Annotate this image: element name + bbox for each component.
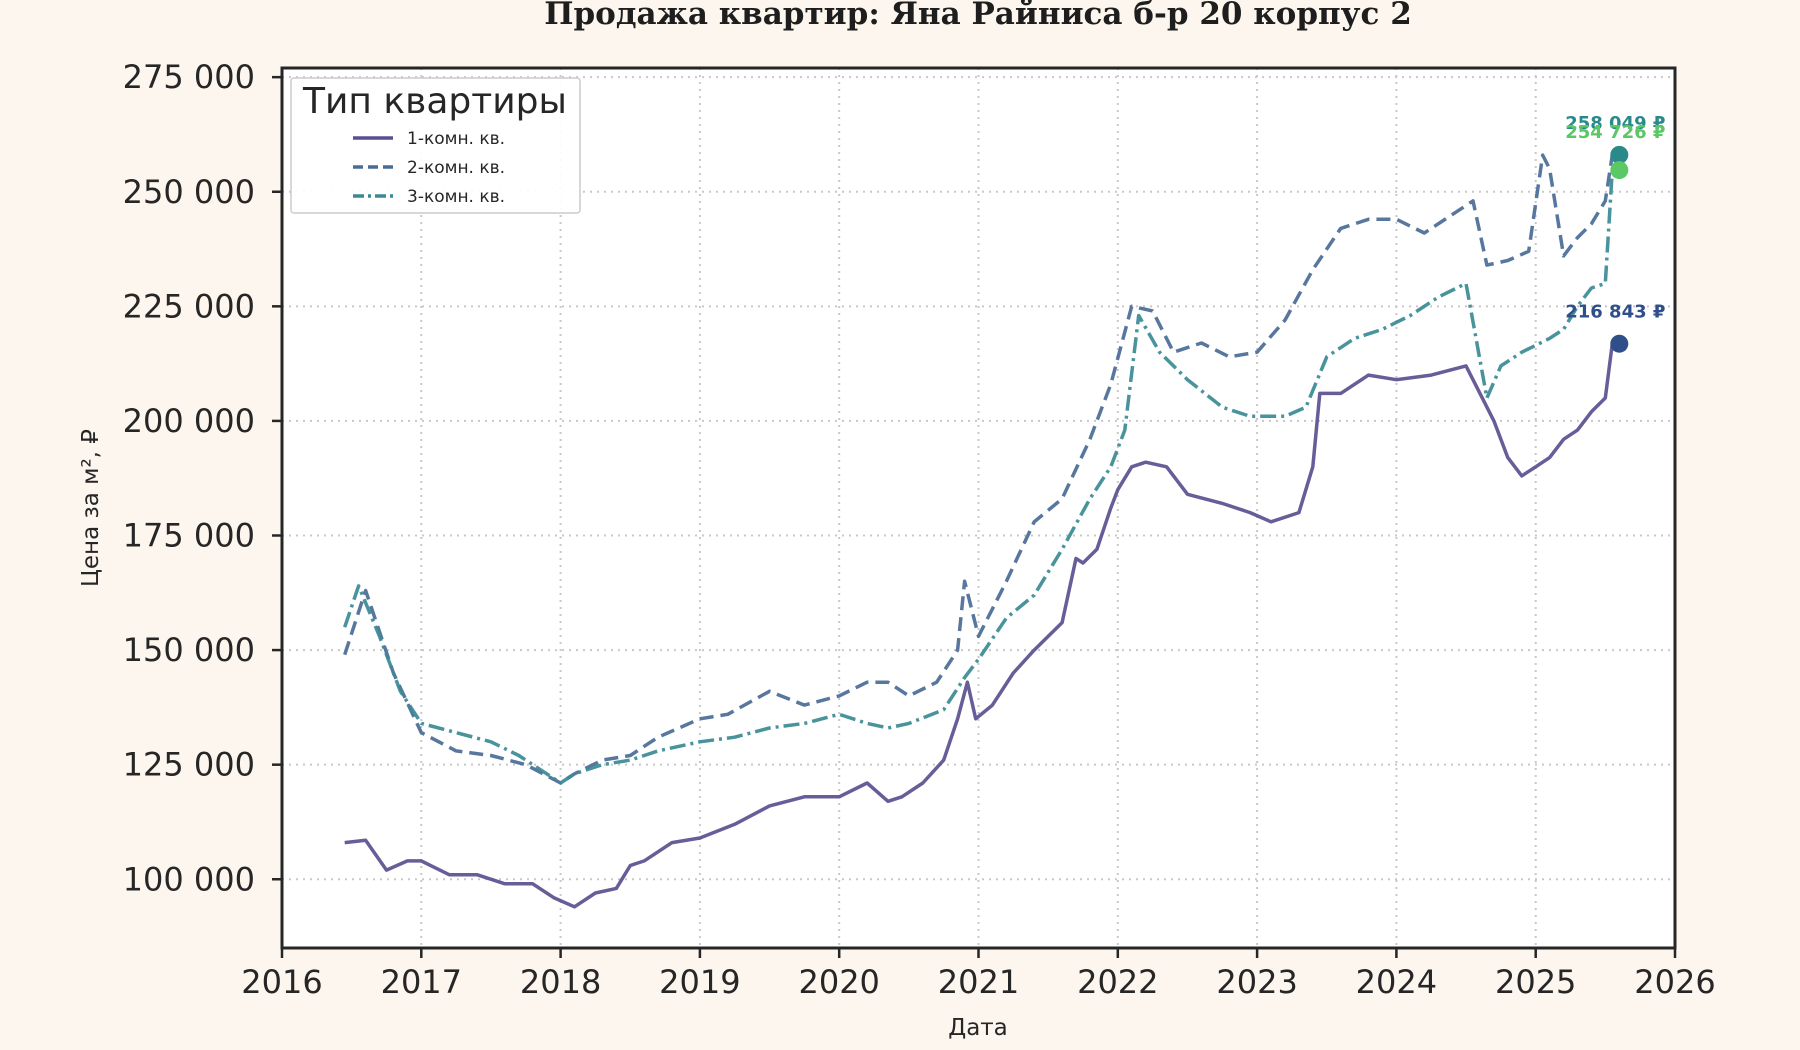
x-tick-label: 2021	[938, 963, 1019, 1001]
series-line-1	[344, 343, 1615, 909]
y-tick-label: 125 000	[123, 746, 255, 784]
end-markers: 216 843 ₽ 258 049 ₽254 726 ₽	[1565, 113, 1665, 353]
legend-title: Тип квартиры	[302, 81, 567, 122]
y-tick-label: 225 000	[123, 287, 255, 325]
x-tick-label: 2024	[1356, 963, 1437, 1001]
x-tick-label: 2026	[1634, 963, 1715, 1001]
end-marker-label-3: 254 726 ₽	[1565, 122, 1665, 143]
legend-label-3: 3-комн. кв.	[407, 187, 505, 207]
y-tick-label: 100 000	[123, 860, 255, 898]
x-tick-label: 2025	[1495, 963, 1576, 1001]
chart-title: Продажа квартир: Яна Райниса б-р 20 корп…	[544, 0, 1412, 32]
plot-area	[282, 68, 1675, 948]
end-marker-3	[1610, 161, 1629, 180]
legend-label-1: 1-комн. кв.	[407, 129, 505, 149]
end-marker-1	[1610, 334, 1629, 353]
y-tick-label: 200 000	[123, 402, 255, 440]
end-marker-2	[1610, 145, 1629, 164]
x-tick-label: 2019	[659, 963, 740, 1001]
x-tick-label: 2018	[520, 963, 601, 1001]
legend-box	[290, 77, 581, 214]
axis-ticks: 2016 2017 2018 2019 2020 2021 2022 2023 2024 2025…	[123, 58, 1716, 1001]
y-tick-label: 250 000	[123, 173, 255, 211]
x-tick-label: 2016	[241, 963, 322, 1001]
x-tick-label: 2023	[1216, 963, 1297, 1001]
x-tick-label: 2017	[381, 963, 462, 1001]
end-marker-label-2: 258 049 ₽	[1565, 113, 1665, 134]
series-line-3	[343, 169, 1615, 785]
legend: Тип квартиры 1-комн. кв. 2-комн. кв. 3-ком…	[290, 77, 581, 214]
series-lines	[343, 153, 1615, 909]
series-line-2	[343, 153, 1615, 785]
legend-label-2: 2-комн. кв.	[407, 158, 505, 178]
legend-items: 1-комн. кв. 2-комн. кв. 3-комн. кв.	[353, 129, 505, 207]
y-tick-label: 150 000	[123, 631, 255, 669]
y-tick-label: 175 000	[123, 517, 255, 555]
y-tick-label: 275 000	[123, 58, 255, 96]
x-axis-label: Дата	[948, 1015, 1008, 1041]
x-tick-label: 2022	[1077, 963, 1158, 1001]
end-marker-label-1: 216 843 ₽	[1565, 302, 1665, 323]
y-axis-label: Цена за м², ₽	[78, 429, 104, 587]
x-tick-label: 2020	[798, 963, 879, 1001]
